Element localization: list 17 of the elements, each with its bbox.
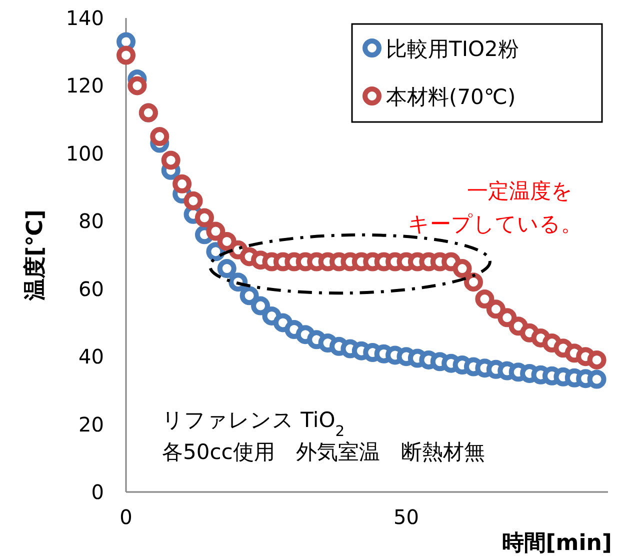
x-tick-label: 50 bbox=[394, 505, 419, 529]
y-tick-label: 120 bbox=[66, 74, 104, 98]
y-axis-title: 温度[℃] bbox=[22, 210, 48, 302]
y-tick-label: 80 bbox=[78, 209, 104, 234]
y-tick-label: 20 bbox=[78, 412, 104, 436]
y-tick-label: 0 bbox=[91, 480, 104, 504]
legend-label: 比較用TIO2粉 bbox=[386, 37, 519, 61]
annotation: キープしている。 bbox=[408, 212, 582, 236]
x-axis-title: 時間[min] bbox=[502, 531, 612, 556]
annotation: 各50cc使用 外気室温 断熱材無 bbox=[162, 440, 485, 464]
annotation: 一定温度を bbox=[467, 179, 573, 203]
y-tick-label: 60 bbox=[78, 276, 104, 301]
y-tick-label: 100 bbox=[66, 141, 104, 166]
annotation: リファレンス TiO$_{2}$ bbox=[162, 408, 345, 440]
y-tick-label: 40 bbox=[78, 344, 104, 369]
y-tick-label: 140 bbox=[66, 6, 104, 30]
legend-label: 本材料(70℃) bbox=[386, 85, 516, 109]
